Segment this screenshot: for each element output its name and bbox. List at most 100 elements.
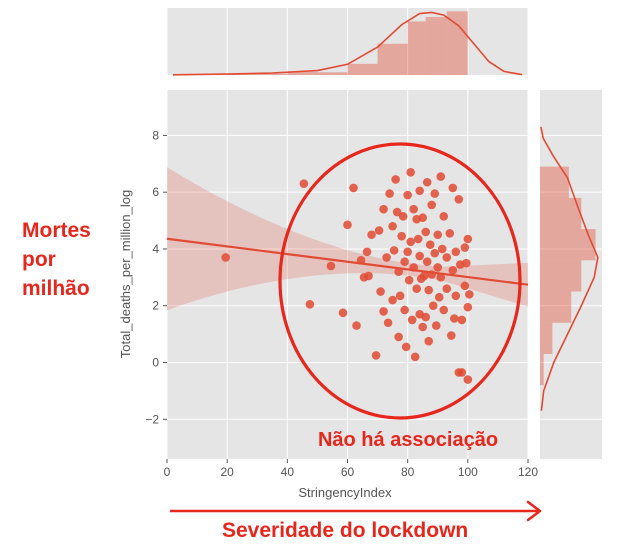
data-point <box>410 352 420 362</box>
y-axis-label: Total_deaths_per_million_log <box>118 190 133 358</box>
data-point <box>448 265 458 275</box>
data-point <box>442 284 452 293</box>
data-point <box>418 213 428 223</box>
x-tick-label: 120 <box>518 465 538 479</box>
data-point <box>434 292 444 302</box>
right-histogram-bar <box>540 353 544 386</box>
data-point <box>427 200 437 210</box>
data-point <box>430 189 440 198</box>
data-point <box>421 227 431 237</box>
y-tick-label: 4 <box>152 242 159 256</box>
data-point <box>425 240 435 249</box>
data-point <box>439 305 449 315</box>
data-point <box>400 305 409 315</box>
data-point <box>433 230 443 240</box>
data-point <box>418 322 428 332</box>
top-histogram-bar <box>425 16 447 75</box>
data-point <box>422 177 432 187</box>
annotation-line: Mortes <box>22 219 91 242</box>
data-point <box>401 342 411 352</box>
data-point <box>403 190 412 200</box>
highlight-circle <box>278 142 522 420</box>
top-histogram-bar <box>407 21 426 75</box>
top-histogram-bar <box>317 72 348 75</box>
data-point <box>392 207 402 217</box>
right-histogram-bar <box>540 229 596 261</box>
annotation-layer <box>170 142 542 522</box>
data-point <box>385 189 394 198</box>
data-point <box>221 253 230 262</box>
lockdown-arrow-head <box>526 500 542 522</box>
data-point <box>415 186 425 196</box>
data-point <box>463 302 473 312</box>
right-histogram-bar <box>540 260 582 292</box>
data-point <box>412 284 421 293</box>
data-point <box>349 183 358 193</box>
data-point <box>367 230 376 240</box>
data-point <box>352 321 361 330</box>
data-point <box>436 172 446 181</box>
data-point <box>326 261 336 271</box>
data-point <box>446 331 456 340</box>
data-point <box>382 253 391 262</box>
right-histogram-bar <box>540 197 582 230</box>
data-point <box>364 271 373 281</box>
data-point <box>415 251 425 261</box>
data-point <box>430 248 440 258</box>
data-point <box>407 315 417 325</box>
data-point <box>383 318 393 328</box>
x-tick-label: 40 <box>281 465 295 479</box>
main-scatter-plot: 0 20 40 60 80 100 120 −2 0 2 4 6 8 <box>145 90 538 479</box>
data-point <box>338 308 348 318</box>
lockdown-severity-annotation: Severidade do lockdown <box>222 519 469 542</box>
data-point <box>462 258 471 268</box>
data-point <box>448 183 458 193</box>
data-point <box>374 226 384 235</box>
data-point <box>457 368 467 377</box>
top-histogram-bar <box>446 11 468 76</box>
data-point <box>343 220 352 230</box>
data-point <box>413 234 423 244</box>
data-point <box>400 257 409 267</box>
data-point <box>404 275 414 285</box>
data-point <box>422 257 432 267</box>
data-point <box>424 336 434 346</box>
data-point <box>437 244 447 254</box>
data-point <box>436 273 446 282</box>
right-histogram-bar <box>540 322 553 354</box>
data-point <box>379 204 388 214</box>
x-tick-label: 100 <box>458 465 478 479</box>
deaths-per-million-annotation: Mortes por milhão <box>22 216 91 303</box>
data-point <box>445 229 455 238</box>
x-tick-label: 80 <box>401 465 415 479</box>
data-point <box>449 314 459 323</box>
data-point <box>463 234 473 244</box>
data-point <box>424 285 434 295</box>
annotation-line: por <box>22 248 56 271</box>
data-point <box>397 231 406 241</box>
data-point <box>376 287 385 296</box>
data-point <box>394 332 403 342</box>
annotation-line: milhão <box>22 277 90 300</box>
data-point <box>433 263 443 272</box>
data-point <box>431 321 441 330</box>
y-tick-label: −2 <box>145 412 159 426</box>
right-kde-curve <box>540 126 599 411</box>
top-histogram-bar <box>227 74 258 75</box>
data-point <box>389 246 399 255</box>
data-point <box>362 247 372 257</box>
data-point <box>460 281 470 291</box>
data-point <box>406 237 415 247</box>
top-histogram-bar <box>377 43 408 75</box>
right-histogram-bar <box>540 291 572 323</box>
data-point <box>442 253 452 262</box>
x-tick-label: 20 <box>220 465 234 479</box>
data-point <box>371 351 381 360</box>
top-marginal-histogram <box>166 8 529 76</box>
y-tick-label: 8 <box>152 128 159 142</box>
x-tick-label: 0 <box>164 465 171 479</box>
data-point <box>457 315 467 325</box>
top-histogram-bar <box>287 72 318 75</box>
data-point <box>403 247 412 257</box>
